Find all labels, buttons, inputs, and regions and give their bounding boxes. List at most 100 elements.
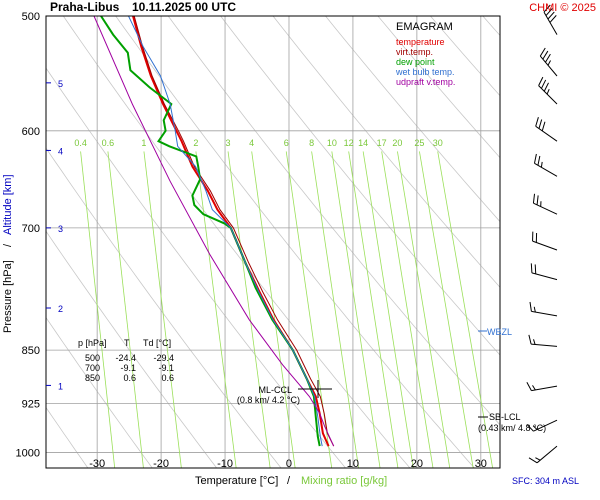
mixing-ratio-line xyxy=(397,151,451,468)
ml-ccl-label: ML-CCL xyxy=(258,385,292,395)
wind-barb xyxy=(526,382,558,392)
mixing-ratio-label: 0.4 xyxy=(74,138,87,148)
wind-barb-staff xyxy=(531,343,558,347)
wind-barb-staff xyxy=(543,11,558,35)
mixing-ratio-line xyxy=(381,151,434,468)
wind-barb-flag xyxy=(539,47,546,57)
altitude-tick-label: 2 xyxy=(58,304,63,314)
altitude-tick-label: 5 xyxy=(58,79,63,89)
table-cell: 0.6 xyxy=(161,373,174,383)
mixing-ratio-label: 6 xyxy=(284,138,289,148)
mixing-ratio-line xyxy=(80,151,116,468)
wind-barb-flag xyxy=(529,301,532,312)
mixing-ratio-line xyxy=(437,151,494,468)
wind-barb-staff xyxy=(533,202,558,215)
wind-barb-half-flag xyxy=(532,385,536,391)
wind-barb-staff xyxy=(533,419,558,432)
wind-barb-flag xyxy=(540,79,547,89)
wind-barb-flag xyxy=(535,232,538,243)
wind-barb-staff xyxy=(534,162,558,177)
mixing-ratio-label: 2 xyxy=(193,138,198,148)
wind-barb-flag xyxy=(547,11,555,20)
data-table: p [hPa] T Td [°C] 500 -24.4 -29.4 700 -9… xyxy=(78,338,174,383)
wbzl-label: WBZL xyxy=(487,327,512,337)
pressure-tick-label: 700 xyxy=(22,223,40,235)
wind-barb-flag xyxy=(543,82,549,92)
wind-barb-half-flag xyxy=(533,306,536,313)
temperature-tick-label: 30 xyxy=(475,458,487,470)
wind-barb-flag xyxy=(532,231,534,242)
wind-barb-flag xyxy=(530,263,533,273)
wind-barb-half-flag xyxy=(547,60,551,66)
dry-adiabat xyxy=(167,16,500,426)
wind-barb-flag xyxy=(535,117,539,127)
mixing-ratio-label: 12 xyxy=(344,138,354,148)
wind-barb-flag xyxy=(538,76,544,86)
wind-barb-staff xyxy=(536,445,558,464)
mixing-ratio-line xyxy=(107,151,144,468)
mixing-ratio-line xyxy=(362,151,414,468)
mixing-ratio-label: 1 xyxy=(141,138,146,148)
wind-barb xyxy=(539,47,558,77)
wind-barb-staff xyxy=(532,240,558,251)
x-axis-label-separator: / xyxy=(287,475,291,487)
mixing-ratio-line xyxy=(227,151,271,468)
series-layer xyxy=(93,16,335,447)
date-time: 10.11.2025 00 UTC xyxy=(132,0,236,14)
wind-barb-half-flag xyxy=(535,457,541,461)
mixing-ratio-label: 10 xyxy=(327,138,337,148)
mixing-ratio-line xyxy=(348,151,399,468)
temperature-tick-label: -10 xyxy=(217,458,233,470)
mixing-ratio-label: 30 xyxy=(433,138,443,148)
wind-barb-half-flag xyxy=(540,161,543,168)
table-cell: 0.6 xyxy=(123,373,136,383)
altitude-tick-label: 1 xyxy=(58,381,63,391)
legend-item-updraft: udpraft v.temp. xyxy=(396,77,455,87)
wind-barb-flag xyxy=(534,264,537,274)
table-cell: -9.1 xyxy=(158,363,174,373)
wind-barb-staff xyxy=(531,272,558,281)
dry-adiabat xyxy=(115,16,475,468)
pressure-tick-label: 600 xyxy=(22,126,40,138)
pressure-tick-label: 500 xyxy=(22,11,40,23)
series-virt-temp xyxy=(133,16,335,447)
mixing-ratio-label: 14 xyxy=(358,138,368,148)
ml-ccl-value: (0.8 km/ 4.2 °C) xyxy=(237,395,300,405)
dry-adiabat xyxy=(46,147,282,468)
legend-item-dew-point: dew point xyxy=(396,57,435,67)
mixing-ratio-label: 17 xyxy=(377,138,387,148)
axis-layer: 0.4 0.6 1 2 3 4 6 8 10 12 14 17 20 25 3050060070085092… xyxy=(16,11,487,470)
temperature-tick-label: 0 xyxy=(286,458,292,470)
station-name: Praha-Libus xyxy=(50,0,120,14)
wind-barb-flag xyxy=(526,382,532,391)
mixing-ratio-line xyxy=(419,151,474,468)
x-axis-label-temperature: Temperature [°C] xyxy=(195,475,278,487)
wind-barb-flag xyxy=(545,8,553,16)
y-axis-label-separator: / xyxy=(2,243,14,247)
mixing-ratio-line xyxy=(143,151,182,468)
wind-barb-half-flag xyxy=(546,88,550,95)
table-cell: 850 xyxy=(85,373,100,383)
wind-barb-flag xyxy=(549,15,557,23)
wind-barb-flag xyxy=(526,423,534,432)
mixing-ratio-label: 8 xyxy=(309,138,314,148)
temperature-tick-label: -20 xyxy=(153,458,169,470)
table-cell: 700 xyxy=(85,363,100,373)
wind-barb xyxy=(535,117,558,142)
dry-adiabat xyxy=(220,16,500,356)
mixing-ratio-label: 20 xyxy=(392,138,402,148)
dry-adiabat xyxy=(324,16,500,223)
grid-layer xyxy=(46,16,500,468)
sb-lcl-value: (0.43 km/ 4.8 °C) xyxy=(478,423,546,433)
table-cell: -29.4 xyxy=(153,353,174,363)
mixing-ratio-line xyxy=(331,151,381,468)
wind-barb-flag xyxy=(538,119,543,129)
dry-adiabat xyxy=(46,230,218,468)
y-axis-label-pressure: Pressure [hPa] xyxy=(2,260,14,333)
wind-barb-flag xyxy=(528,457,538,464)
y-axis-label-altitude: Altitude [km] xyxy=(2,174,14,235)
dry-adiabat xyxy=(272,16,500,288)
plot-frame xyxy=(45,15,501,469)
table-cell: -9.1 xyxy=(120,363,136,373)
